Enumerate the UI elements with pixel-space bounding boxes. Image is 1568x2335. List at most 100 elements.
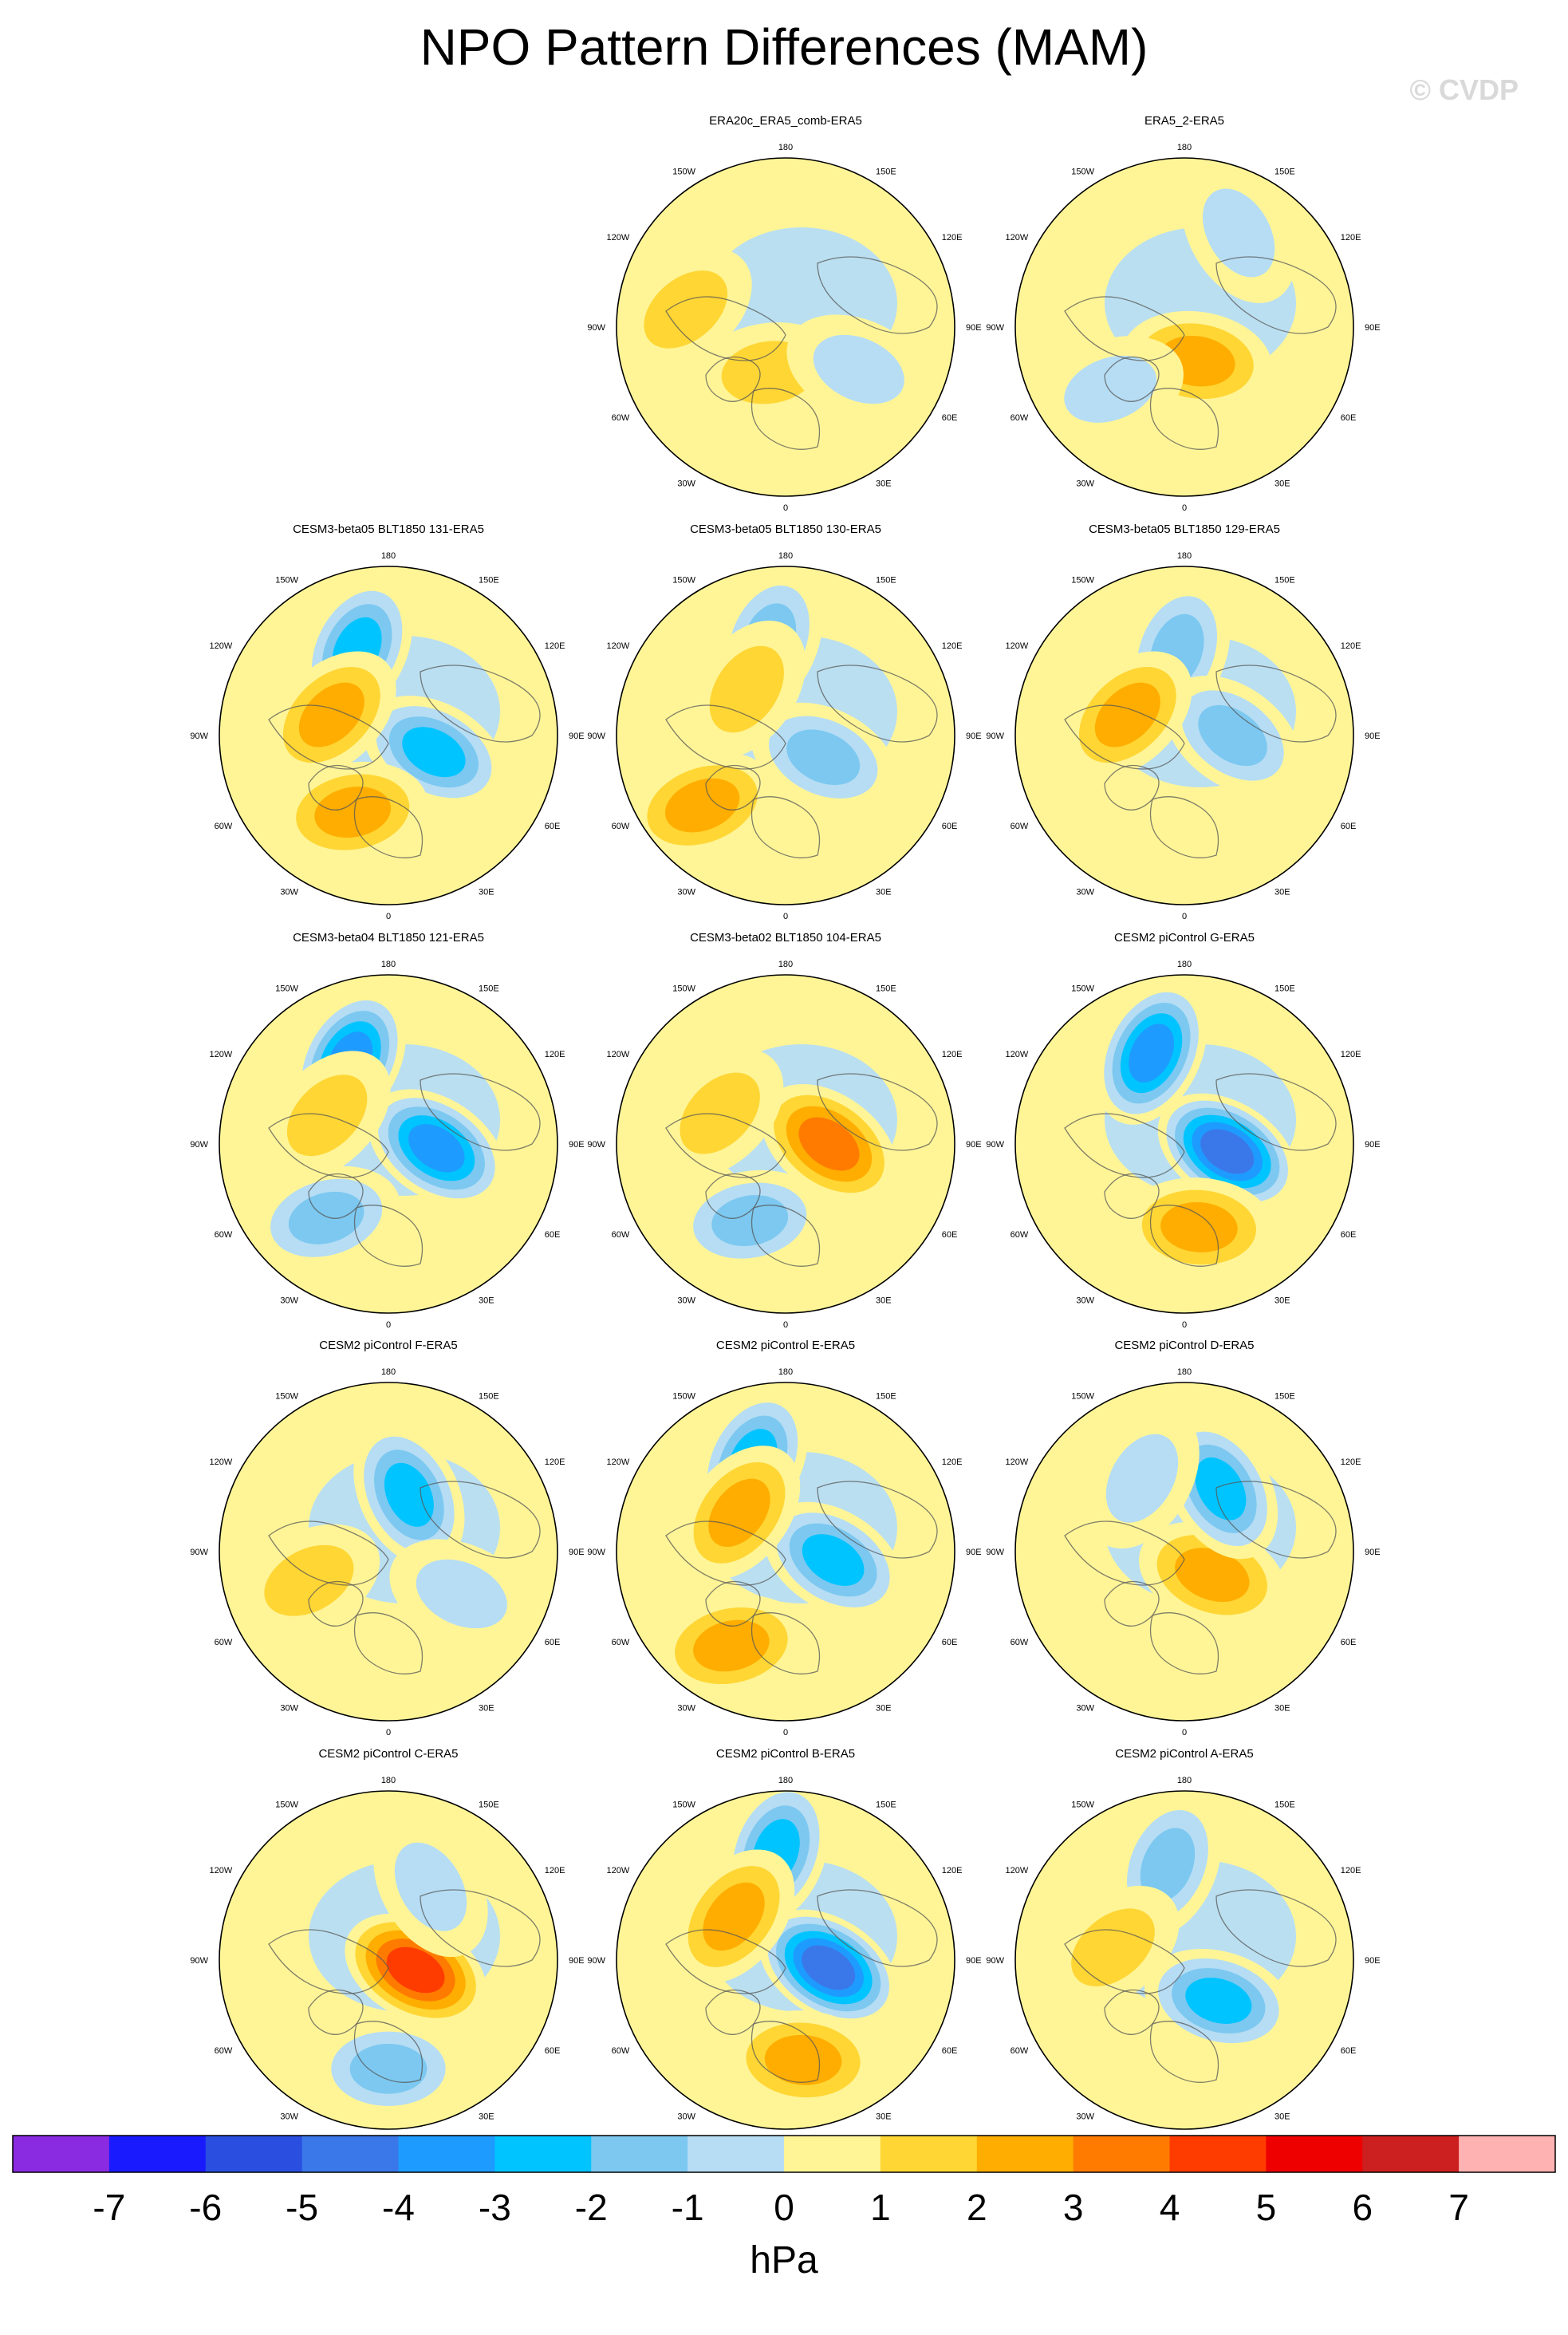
longitude-label: 30W xyxy=(677,479,695,489)
longitude-label: 60E xyxy=(1341,413,1357,423)
contour-blob xyxy=(1105,1434,1179,1523)
map-border xyxy=(616,157,955,497)
map-field xyxy=(1015,158,1353,496)
longitude-label: 180 xyxy=(381,1367,396,1377)
longitude-label: 120E xyxy=(942,233,963,243)
panel-title: CESM2 piControl C-ERA5 xyxy=(318,1747,458,1761)
longitude-label: 0 xyxy=(783,1320,788,1330)
longitude-label: 60E xyxy=(1341,1638,1357,1647)
longitude-label: 150W xyxy=(1071,984,1094,993)
longitude-label: 120W xyxy=(1006,641,1029,651)
longitude-label: 150W xyxy=(1071,1391,1094,1401)
longitude-label: 90W xyxy=(986,1548,1004,1557)
coastline xyxy=(353,796,424,858)
coastline xyxy=(420,665,541,743)
longitude-label: 0 xyxy=(386,1320,391,1330)
coastline xyxy=(1149,2021,1219,2083)
longitude-label: 150W xyxy=(1071,167,1094,176)
longitude-label: 120W xyxy=(607,641,630,651)
longitude-label: 0 xyxy=(783,1728,788,1737)
contour-blob xyxy=(708,1478,770,1548)
colorbar-segment xyxy=(1073,2136,1170,2172)
longitude-label: 0 xyxy=(386,1728,391,1737)
longitude-label: 30E xyxy=(876,479,892,489)
coastline xyxy=(705,1580,761,1627)
contour-blob xyxy=(1160,1201,1238,1252)
contour-blob xyxy=(1140,1828,1196,1903)
colorbar-tick-label: -4 xyxy=(382,2187,415,2228)
contour-blob xyxy=(703,1882,765,1951)
colorbar-segment xyxy=(976,2136,1074,2172)
map-panel: CESM2 piControl D-ERA5 180 150E 120E 90E 60E 3… xyxy=(986,1339,1380,1737)
map-field xyxy=(1015,975,1353,1313)
longitude-label: 90W xyxy=(986,732,1004,741)
coastline xyxy=(817,665,938,743)
longitude-label: 60W xyxy=(1011,822,1029,831)
colorbar-segment xyxy=(108,2136,207,2172)
colorbar-segment xyxy=(784,2136,881,2172)
longitude-label: 120E xyxy=(545,1866,565,1875)
longitude-label: 180 xyxy=(778,143,793,152)
panel-grid: ERA20c_ERA5_comb-ERA5 180 150E 120E 90E 60E 30… xyxy=(190,114,1381,2146)
colorbar-tick-label: 7 xyxy=(1448,2187,1469,2228)
colorbar-tick-label: 3 xyxy=(1062,2187,1084,2228)
colorbar-units: hPa xyxy=(750,2239,818,2282)
coastline xyxy=(1149,388,1219,450)
longitude-label: 90E xyxy=(966,323,982,333)
longitude-label: 150W xyxy=(1071,575,1094,585)
longitude-label: 30E xyxy=(479,2112,494,2122)
longitude-label: 60E xyxy=(942,2046,958,2056)
coastline xyxy=(751,1612,821,1674)
coastline xyxy=(308,1580,364,1627)
map-border xyxy=(616,974,955,1314)
colorbar xyxy=(12,2135,1556,2173)
longitude-label: 90E xyxy=(569,1548,585,1557)
contour-blob xyxy=(709,645,784,733)
longitude-label: 180 xyxy=(778,960,793,969)
coastline xyxy=(665,1521,786,1586)
longitude-label: 60E xyxy=(942,822,958,831)
map-panel: CESM2 piControl C-ERA5 180 150E 120E 90E 60E 3… xyxy=(190,1747,584,2146)
colorbar-tick-label: 1 xyxy=(870,2187,891,2228)
map-border xyxy=(219,1790,558,2130)
figure-title: NPO Pattern Differences (MAM) xyxy=(420,18,1148,76)
contour-blob xyxy=(1175,1548,1250,1602)
map-border xyxy=(1014,157,1354,497)
contour-blob xyxy=(802,1945,856,1990)
longitude-label: 150E xyxy=(479,1800,499,1809)
longitude-label: 90W xyxy=(986,1140,1004,1150)
longitude-label: 120E xyxy=(1341,641,1361,651)
colorbar-segment xyxy=(494,2136,592,2172)
longitude-label: 90W xyxy=(190,732,208,741)
coastline xyxy=(268,704,389,770)
map-border xyxy=(616,1790,955,2130)
longitude-label: 120E xyxy=(1341,1457,1361,1467)
longitude-label: 60E xyxy=(545,1638,561,1647)
longitude-label: 120E xyxy=(942,1457,963,1467)
coastline xyxy=(817,256,938,334)
colorbar-segment xyxy=(591,2136,688,2172)
longitude-label: 30E xyxy=(479,1704,494,1714)
map-border xyxy=(219,974,558,1314)
coastline xyxy=(1064,1521,1185,1586)
colorbar-segment xyxy=(13,2136,110,2172)
panel-title: CESM2 piControl B-ERA5 xyxy=(716,1747,855,1761)
longitude-label: 60E xyxy=(545,2046,561,2056)
longitude-label: 90W xyxy=(190,1956,208,1966)
longitude-label: 150E xyxy=(876,1391,896,1401)
longitude-label: 150W xyxy=(672,984,695,993)
longitude-label: 30W xyxy=(1076,479,1094,489)
coastline xyxy=(1104,1989,1160,2035)
contour-blob xyxy=(1195,1457,1247,1521)
longitude-label: 90E xyxy=(1365,1140,1381,1150)
longitude-label: 30W xyxy=(280,2112,298,2122)
map-field xyxy=(219,566,557,905)
longitude-label: 120W xyxy=(210,1050,233,1059)
longitude-label: 120W xyxy=(1006,1050,1029,1059)
longitude-label: 150E xyxy=(479,575,499,585)
contour-blob xyxy=(680,1072,760,1154)
longitude-label: 60W xyxy=(1011,1230,1029,1240)
longitude-label: 90W xyxy=(986,323,1004,333)
longitude-label: 150E xyxy=(479,1391,499,1401)
colorbar-tick-label: -6 xyxy=(189,2187,223,2228)
